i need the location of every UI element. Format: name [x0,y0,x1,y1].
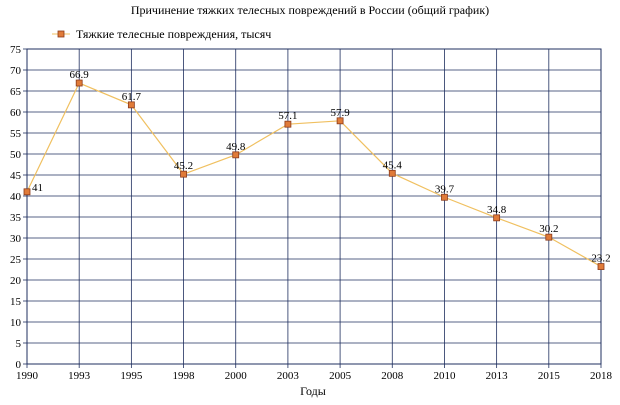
y-tick-label: 25 [10,254,22,266]
data-point [75,79,83,87]
y-tick-label: 40 [10,191,22,203]
y-tick-label: 50 [10,149,22,161]
data-point [180,170,187,178]
x-axis-title: Годы [300,384,326,398]
y-tick-label: 60 [10,107,22,119]
x-tick-label: 2010 [433,370,456,382]
x-tick-label: 2008 [381,370,404,382]
data-point [545,233,553,241]
data-label: 57.1 [278,110,297,122]
plot-border [26,48,602,365]
series-line [26,82,602,268]
x-tick-label: 1990 [16,370,39,382]
data-label: 34.8 [487,204,507,216]
y-tick-label: 35 [10,212,22,224]
chart-title: Причинение тяжких телесных повреждений в… [131,3,489,17]
data-label: 61.7 [122,91,142,103]
legend-marker [57,30,65,38]
x-tick-label: 1998 [173,370,196,382]
y-tick-label: 70 [10,65,22,77]
data-label: 45.2 [174,160,193,172]
y-tick-label: 15 [10,296,22,308]
y-tick-label: 5 [16,338,22,350]
x-tick-label: 2003 [277,370,300,382]
y-axis: 0 5 10 15 20 25 30 35 40 45 50 55 60 65 70 75 [10,44,27,371]
y-tick-label: 30 [10,233,22,245]
grid [26,48,602,365]
y-tick-label: 65 [10,86,22,98]
data-label: 66.9 [70,69,90,81]
x-axis: 1990 1993 1995 1998 2000 2003 2005 2008 2010 2013… [16,364,613,382]
data-point [493,214,501,222]
y-tick-label: 75 [10,44,22,56]
data-label: 41 [32,182,43,194]
y-tick-label: 20 [10,275,22,287]
data-point [388,169,396,177]
data-label: 45.4 [383,159,403,171]
data-point [284,120,292,128]
x-tick-label: 1995 [120,370,143,382]
data-point [127,101,135,109]
data-point [232,151,240,159]
data-point [23,188,31,196]
y-tick-label: 10 [10,317,22,329]
data-label: 57.9 [330,107,350,119]
legend: Тяжкие телесные повреждения, тысяч [52,27,271,41]
data-label: 30.2 [539,223,558,235]
data-label: 23.2 [591,253,610,265]
y-tick-label: 45 [10,170,22,182]
x-tick-label: 2000 [225,370,248,382]
y-tick-label: 0 [16,359,22,371]
x-tick-label: 2018 [590,370,613,382]
legend-label: Тяжкие телесные повреждения, тысяч [76,27,271,41]
x-tick-label: 2005 [329,370,352,382]
data-point [597,263,605,270]
data-label: 49.8 [226,141,246,153]
x-tick-label: 2015 [538,370,561,382]
x-tick-label: 1993 [68,370,91,382]
y-tick-label: 55 [10,128,22,140]
data-point [441,193,448,201]
x-tick-label: 2013 [486,370,509,382]
data-point [336,117,344,125]
plot-area: 41 66.9 61.7 45.2 49.8 57.1 57.9 45.4 39.7 34.8 30… [23,69,611,270]
data-label: 39.7 [435,183,455,195]
